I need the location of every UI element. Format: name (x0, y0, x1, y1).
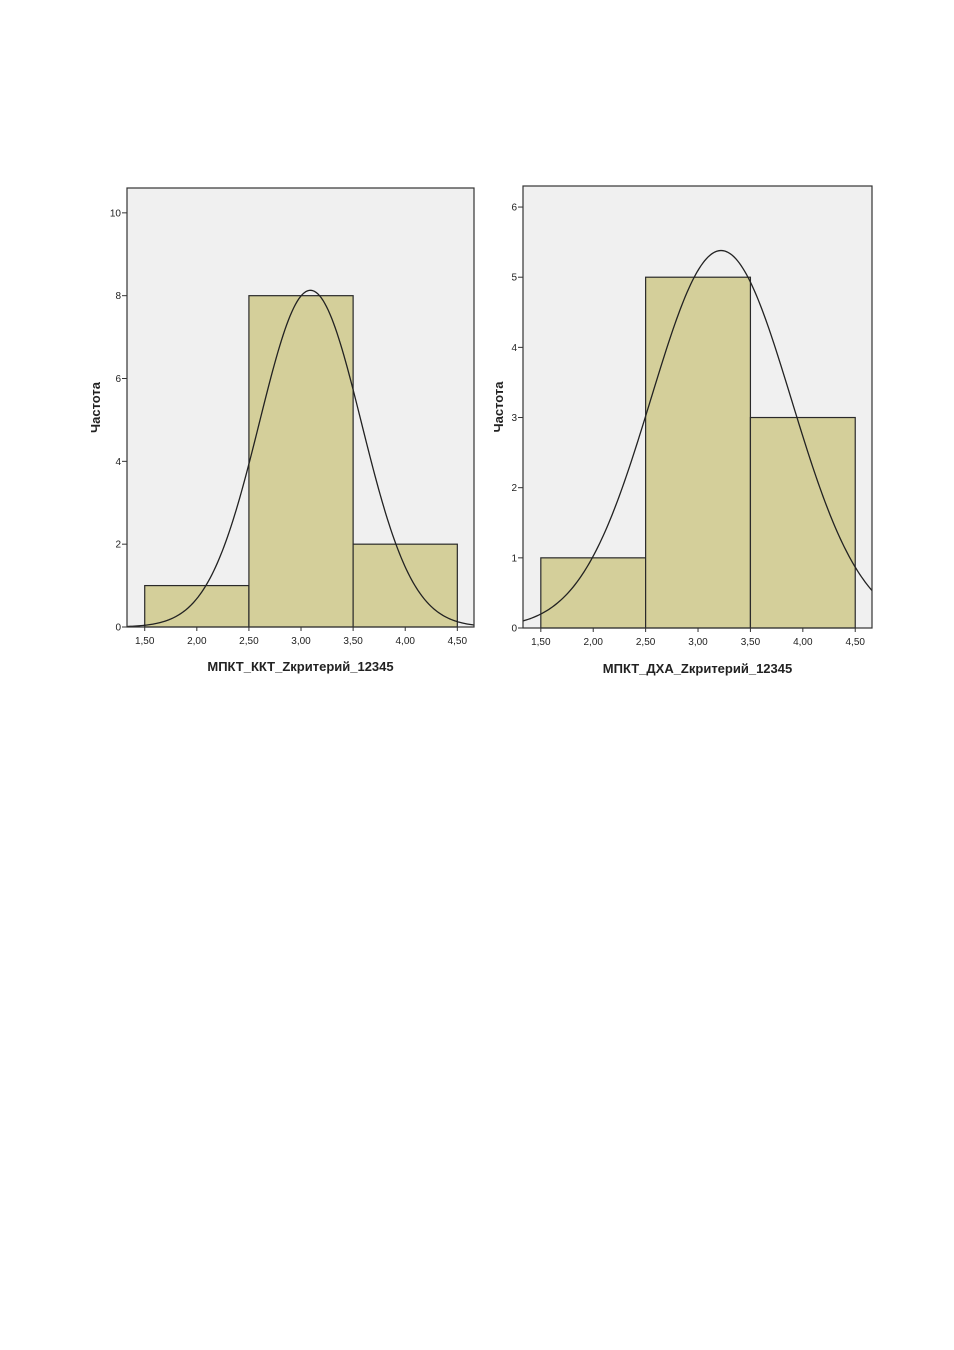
y-tick-label: 0 (511, 624, 517, 635)
y-axis-label: Частота (491, 381, 506, 433)
x-tick-label: 3,50 (741, 637, 761, 648)
histogram-bar (645, 276, 752, 629)
x-tick-label: 4,50 (845, 637, 865, 648)
histogram-bar (540, 557, 647, 629)
x-tick-label: 2,50 (636, 637, 656, 648)
y-axis-label: Частота (88, 381, 103, 433)
plot-frame (522, 185, 873, 629)
x-tick-label: 2,00 (583, 637, 603, 648)
histogram-bar (749, 416, 856, 629)
y-tick-label: 4 (115, 457, 121, 468)
x-tick-label: 1,50 (135, 636, 155, 647)
y-tick-label: 10 (110, 208, 122, 219)
x-tick-label: 1,50 (531, 637, 551, 648)
histogram-chart-2: 0 1 2 3 4 5 6 1,50 2,00 2,50 3,00 3,50 4,00 4,50 МПКТ_… (491, 185, 873, 676)
x-tick-label: 4,00 (395, 636, 415, 647)
x-axis-label: МПКТ_ККТ_Zкритерий_12345 (207, 659, 393, 674)
y-tick-label: 5 (511, 273, 517, 284)
x-tick-label: 4,00 (793, 637, 813, 648)
normal-curve (126, 289, 475, 628)
normal-curve (522, 249, 873, 622)
x-tick-label: 3,00 (688, 637, 708, 648)
x-tick-label: 3,00 (291, 636, 311, 647)
y-tick-label: 2 (115, 540, 121, 551)
histogram-chart-1: 0 2 4 6 8 10 1,50 2,00 2,50 3,00 3,50 4,00 4,50 МПКТ_… (88, 187, 475, 674)
plot-frame (126, 187, 475, 628)
histogram-bar (144, 584, 250, 628)
x-tick-label: 3,50 (343, 636, 363, 647)
x-tick-label: 4,50 (448, 636, 468, 647)
y-tick-label: 4 (511, 343, 517, 354)
x-tick-label: 2,00 (187, 636, 207, 647)
y-tick-label: 3 (511, 413, 517, 424)
y-tick-label: 6 (511, 203, 517, 214)
y-tick-label: 1 (511, 553, 517, 564)
y-tick-label: 2 (511, 483, 517, 494)
y-tick-label: 6 (115, 374, 121, 385)
x-axis-label: МПКТ_ДХА_Zкритерий_12345 (603, 661, 792, 676)
histogram-bar (248, 295, 354, 628)
y-tick-label: 0 (115, 623, 121, 634)
x-tick-label: 2,50 (239, 636, 259, 647)
y-tick-label: 8 (115, 291, 121, 302)
